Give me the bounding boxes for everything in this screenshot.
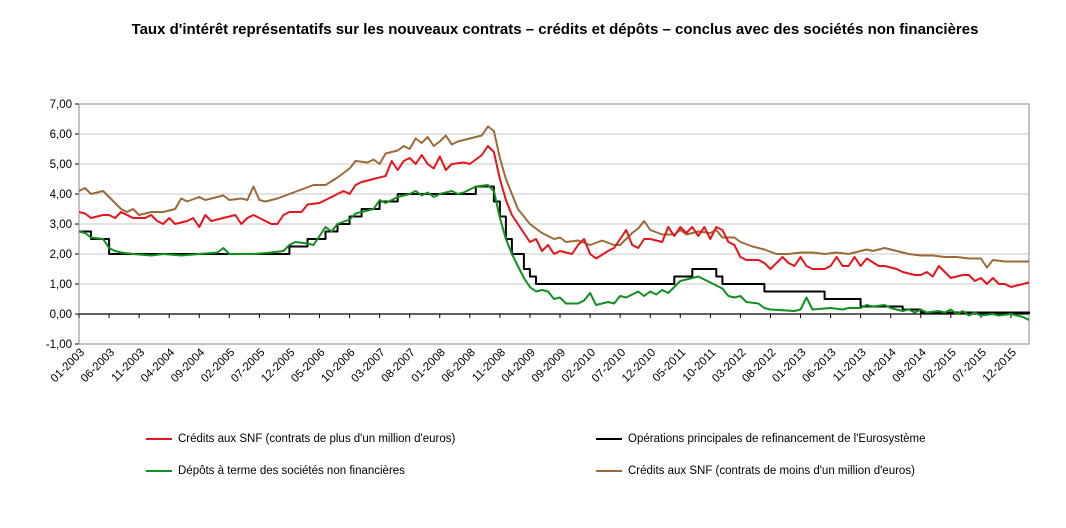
chart-legend: Crédits aux SNF (contrats de plus d'un m… xyxy=(0,433,1066,493)
x-tick-label: 12-2010 xyxy=(620,347,658,385)
y-tick-label: 6,00 xyxy=(50,129,72,141)
plot-border xyxy=(78,103,1030,345)
y-tick-label: 0,00 xyxy=(50,309,72,321)
chart-title: Taux d'intérêt représentatifs sur les no… xyxy=(131,21,979,38)
series-line-1 xyxy=(78,145,1030,288)
legend-label-credits-plus-million: Crédits aux SNF (contrats de plus d'un m… xyxy=(178,433,456,445)
x-tick-label: 06-2013 xyxy=(800,347,838,385)
y-tick-label: 5,00 xyxy=(50,159,72,171)
series-line-3 xyxy=(78,184,1030,321)
x-tick-label: 06-2003 xyxy=(79,347,117,385)
x-tick-label: 06-2008 xyxy=(440,347,478,385)
y-tick-label: 4,00 xyxy=(50,189,72,201)
legend-item-operations-refinancement: Opérations principales de refinancement … xyxy=(596,433,926,445)
y-tick-label: 1,00 xyxy=(50,279,72,291)
legend-label-operations-refinancement: Opérations principales de refinancement … xyxy=(628,433,926,445)
legend-line-credits-plus-million xyxy=(146,438,172,440)
legend-line-depots-terme xyxy=(146,470,172,472)
legend-label-credits-moins-million: Crédits aux SNF (contrats de moins d'un … xyxy=(628,465,915,477)
legend-line-operations-refinancement xyxy=(596,438,622,440)
legend-line-credits-moins-million xyxy=(596,470,622,472)
legend-item-credits-moins-million: Crédits aux SNF (contrats de moins d'un … xyxy=(596,465,915,477)
legend-item-credits-plus-million: Crédits aux SNF (contrats de plus d'un m… xyxy=(146,433,455,445)
legend-item-depots-terme: Dépôts à terme des sociétés non financiè… xyxy=(146,465,405,477)
x-tick-label: 12-2015 xyxy=(981,347,1019,385)
y-tick-label: 7,00 xyxy=(50,99,72,111)
legend-label-depots-terme: Dépôts à terme des sociétés non financiè… xyxy=(178,465,405,477)
series-line-0 xyxy=(78,125,1029,269)
y-tick-label: 2,00 xyxy=(50,249,72,261)
y-tick-label: -1,00 xyxy=(46,339,72,351)
y-tick-label: 3,00 xyxy=(50,219,72,231)
